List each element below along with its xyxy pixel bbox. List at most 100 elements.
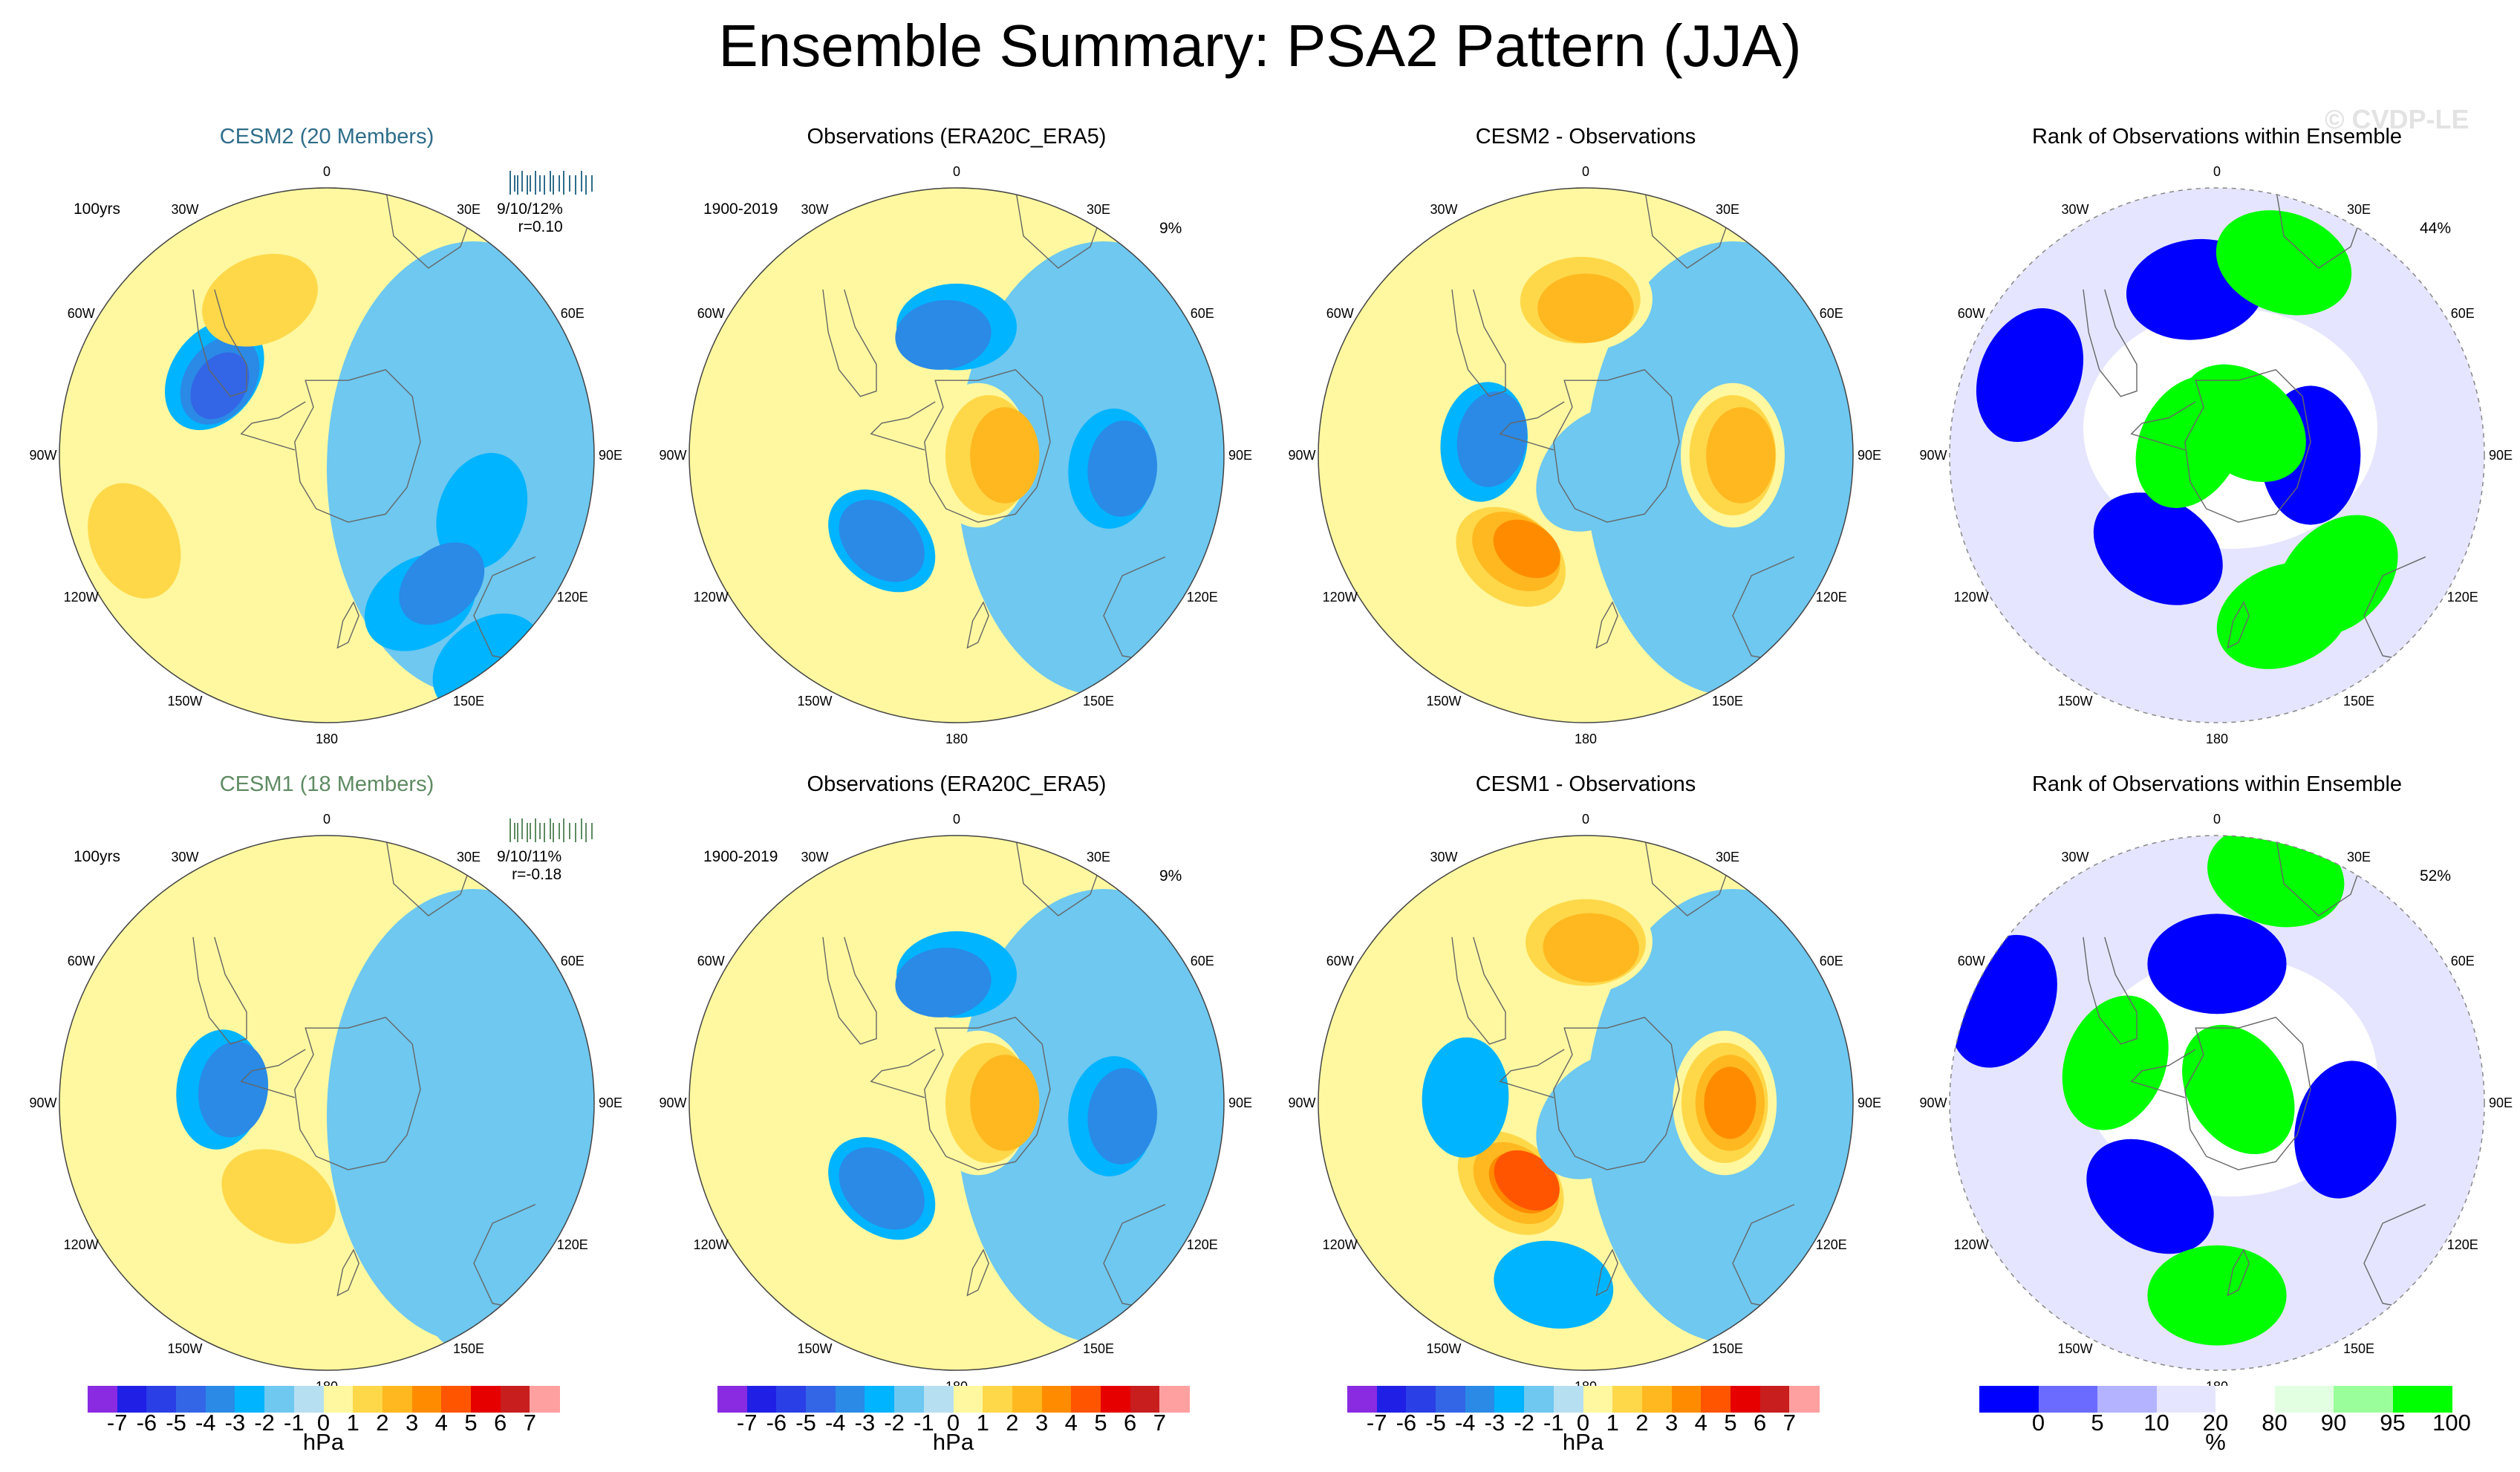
lon-label: 120W <box>694 590 729 605</box>
lon-label: 150E <box>453 694 484 709</box>
panel-title-obs-2: Observations (ERA20C_ERA5) <box>807 772 1107 796</box>
colorbar-cell <box>1071 1386 1101 1413</box>
colorbar-tick: 5 <box>1094 1410 1107 1436</box>
coast-peninsula <box>1499 401 1565 451</box>
field-blob-1 <box>895 948 992 1017</box>
lon-label: 60E <box>1191 306 1214 321</box>
lon-label: 150W <box>1426 694 1461 709</box>
colorbar-tick: 3 <box>405 1410 419 1436</box>
coast-africa <box>1015 188 1107 269</box>
colorbar-cell <box>1130 1386 1160 1413</box>
colorbar-cell <box>1100 1386 1131 1413</box>
panel-title-rank-1: Rank of Observations within Ensemble <box>2031 125 2403 149</box>
field-blob-5 <box>1706 407 1776 504</box>
lon-label: 120W <box>1954 1237 1989 1252</box>
colorbar-cell <box>264 1386 295 1413</box>
coast-africa <box>1644 836 1736 916</box>
field-blob-13 <box>1422 1037 1509 1158</box>
lon-label: 90E <box>1858 1095 1881 1110</box>
colorbar-cell <box>500 1386 530 1413</box>
colorbar-cell <box>88 1386 118 1413</box>
colorbar-cell <box>146 1386 177 1413</box>
lon-label: 150W <box>1426 1341 1461 1356</box>
lon-label: 30E <box>1716 850 1739 864</box>
field-blob-2 <box>1537 273 1634 343</box>
coast-new-zealand <box>966 1248 989 1297</box>
map-panel-cesm1-minus-obs: CESM1 - Observations030E60E90E120E150E18… <box>1288 765 1881 1419</box>
field-blob-1 <box>895 300 992 370</box>
colorbar-cell <box>411 1386 442 1413</box>
colorbar-cell <box>1012 1386 1043 1413</box>
colorbar-cell <box>1494 1386 1525 1413</box>
lon-label: 120E <box>1187 590 1218 605</box>
lon-label: 120E <box>1187 1237 1218 1252</box>
coast-africa <box>1644 188 1736 269</box>
field-blob-3 <box>2215 210 2352 316</box>
colorbar-tick: -6 <box>766 1410 787 1436</box>
lon-label: 120W <box>1954 590 1989 605</box>
lon-label: 0 <box>323 812 331 827</box>
stats-top-cesm2-ens: 9/10/12% <box>497 201 563 218</box>
colorbar-cell <box>1671 1386 1702 1413</box>
lon-label: 60W <box>68 306 95 321</box>
lon-label: 120E <box>2447 590 2478 605</box>
lon-label: 30W <box>801 850 828 864</box>
colorbar-hpa-2 <box>717 1386 1190 1413</box>
field-blob-6 <box>1704 1066 1756 1139</box>
colorbar-tick: 7 <box>1782 1410 1796 1436</box>
colorbar-cell <box>235 1386 265 1413</box>
field-blob-12 <box>1494 1240 1614 1329</box>
map-panel-rank-1: Rank of Observations within Ensemble 44% 0… <box>1919 117 2513 771</box>
lon-label: 90E <box>1228 448 1252 463</box>
colorbar-cell <box>382 1386 413 1413</box>
colorbar-cell <box>923 1386 954 1413</box>
lon-label: 150E <box>2343 694 2374 709</box>
colorbar-tick: 5 <box>1724 1410 1737 1436</box>
coast-south-america <box>822 937 877 1045</box>
colorbar-cell <box>1041 1386 1072 1413</box>
colorbar-tick: 0 <box>946 1410 960 1436</box>
map-panel-obs-1: Observations (ERA20C_ERA5) 1900-2019 9% 0 30… <box>659 117 1252 771</box>
coast-peninsula <box>240 401 306 451</box>
colorbar-tick: 6 <box>494 1410 507 1436</box>
colorbar-tick: -7 <box>106 1410 128 1436</box>
lon-label: 120E <box>2447 1237 2478 1252</box>
lon-label: 60E <box>1191 954 1214 968</box>
coast-south-america <box>2083 289 2138 397</box>
panel-title-cesm2-ens: CESM2 (20 Members) <box>219 125 434 149</box>
colorbar-cell <box>835 1386 865 1413</box>
map-boundary <box>1949 187 2485 723</box>
map-boundary <box>1318 187 1854 723</box>
lon-label: 30E <box>457 850 481 864</box>
colorbar-tick: 5 <box>2091 1410 2104 1436</box>
field-blob-8 <box>970 407 1040 504</box>
stats-bottom-cesm2-ens: r=0.10 <box>518 218 563 235</box>
colorbar-cell <box>2038 1386 2098 1413</box>
colorbar-unit: % <box>2205 1429 2226 1455</box>
colorbar-tick: -3 <box>224 1410 246 1436</box>
lon-label: 0 <box>1582 812 1589 827</box>
map-boundary <box>59 187 595 723</box>
pct-label-obs-1: 9% <box>1159 220 1182 237</box>
coast-antarctica <box>294 369 421 523</box>
field-blob-0 <box>436 452 528 570</box>
colorbar-cell <box>717 1386 748 1413</box>
colorbar-tick: -6 <box>1396 1410 1417 1436</box>
colorbar-cell <box>1612 1386 1643 1413</box>
lon-label: 150E <box>2343 1341 2374 1356</box>
member-spark-cesm2-ens <box>509 171 593 195</box>
colorbar-cell <box>2274 1386 2334 1413</box>
field-blob-5 <box>839 499 925 582</box>
colorbar-tick: 6 <box>1124 1410 1137 1436</box>
colorbar-cell <box>776 1386 807 1413</box>
lon-label: 0 <box>953 164 960 179</box>
lon-label: 120W <box>1323 1237 1358 1252</box>
field-blob-7 <box>2276 515 2398 636</box>
lon-label: 30W <box>801 202 828 217</box>
coast-africa <box>2275 836 2368 916</box>
coast-new-zealand <box>2227 1248 2250 1297</box>
field-blob-9 <box>1493 519 1560 579</box>
field-blob-8 <box>1976 307 2084 443</box>
lon-label: 60W <box>697 306 725 321</box>
lon-label: 150W <box>167 1341 202 1356</box>
